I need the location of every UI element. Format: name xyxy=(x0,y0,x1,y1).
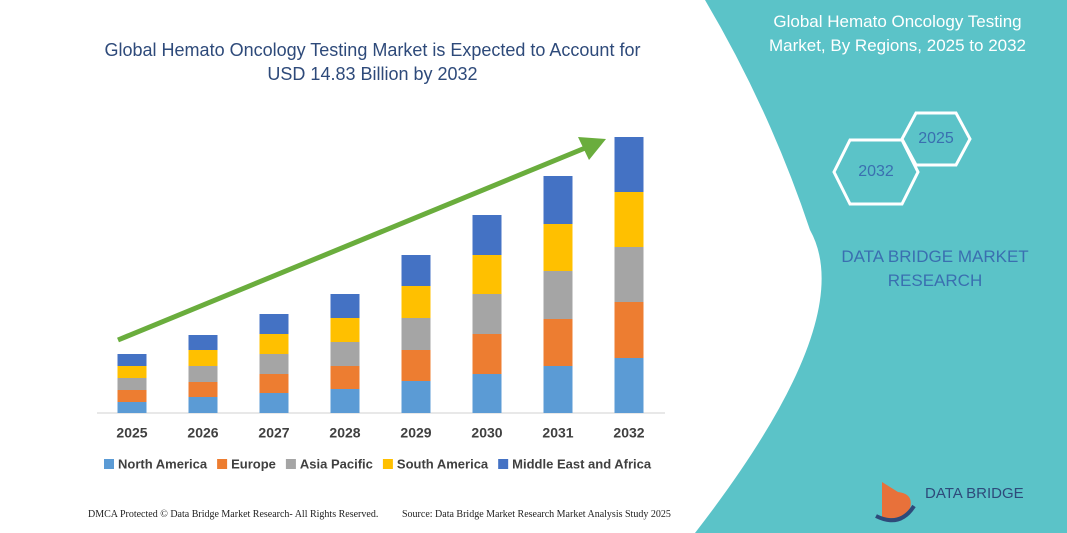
bar-segment xyxy=(401,350,431,381)
bar-segment xyxy=(259,354,289,374)
panel-title: Global Hemato Oncology Testing Market, B… xyxy=(768,12,1027,55)
legend-label: Europe xyxy=(231,456,276,471)
bar-segment xyxy=(614,358,644,413)
bar-segment xyxy=(330,342,360,366)
bar-segment xyxy=(614,137,644,192)
bar-segment xyxy=(259,334,289,354)
bar-segment xyxy=(330,318,360,342)
bar-segment xyxy=(543,271,573,319)
hex-label: 2025 xyxy=(918,130,954,147)
bar-segment xyxy=(543,319,573,366)
x-tick-label: 2029 xyxy=(400,425,431,441)
bar-segment xyxy=(117,354,147,366)
bar-segment xyxy=(472,374,502,413)
bar-segment xyxy=(614,247,644,302)
bar-segment xyxy=(543,366,573,413)
bar-segment xyxy=(330,366,360,389)
bar-segment xyxy=(472,294,502,334)
bar-segment xyxy=(472,334,502,374)
chart-title: Global Hemato Oncology Testing Market is… xyxy=(104,40,641,84)
bar-segment xyxy=(401,255,431,286)
legend-swatch xyxy=(217,459,228,469)
bar-segment xyxy=(188,366,218,382)
bar-segment xyxy=(188,382,218,397)
bar-segment xyxy=(188,397,218,413)
footer-left: DMCA Protected © Data Bridge Market Rese… xyxy=(88,509,379,520)
bar-segment xyxy=(259,393,289,413)
hex-label: 2032 xyxy=(858,163,894,180)
bar-segment xyxy=(401,286,431,318)
hexagon xyxy=(900,111,972,167)
logo xyxy=(875,482,916,523)
legend-swatch xyxy=(104,459,114,469)
bar-segment xyxy=(614,302,644,358)
trend-arrow xyxy=(117,137,606,343)
bar-segment xyxy=(401,381,431,413)
legend-swatch xyxy=(498,459,509,469)
bar-segment xyxy=(330,389,360,413)
x-tick-label: 2031 xyxy=(542,425,573,441)
bar-segment xyxy=(117,402,147,413)
x-tick-label: 2027 xyxy=(258,425,289,441)
bar-segment xyxy=(472,215,502,255)
side-panel xyxy=(695,0,1067,533)
bar-segment xyxy=(401,318,431,350)
bar-segment xyxy=(614,192,644,247)
bar-segment xyxy=(259,374,289,393)
brand: DATA BRIDGE MARKET RESEARCH xyxy=(841,247,1029,290)
legend-swatch xyxy=(285,459,296,469)
bar-segment xyxy=(543,224,573,271)
bar-segment xyxy=(188,335,218,350)
bar-segment xyxy=(188,350,218,366)
logo-text: DATA BRIDGE xyxy=(925,485,1024,502)
x-tick-label: 2030 xyxy=(471,425,502,441)
x-tick-label: 2026 xyxy=(187,425,218,441)
bar-segment xyxy=(259,314,289,334)
legend-swatch xyxy=(382,459,393,469)
bar-segment xyxy=(330,294,360,318)
footer-right: Source: Data Bridge Market Research Mark… xyxy=(402,509,671,520)
bar-segment xyxy=(543,176,573,224)
x-tick-label: 2025 xyxy=(116,425,147,441)
bar-segment xyxy=(117,390,147,402)
legend-label: Middle East and Africa xyxy=(512,456,652,471)
x-tick-label: 2028 xyxy=(329,425,360,441)
legend-label: North America xyxy=(118,456,208,471)
bar-segment xyxy=(472,255,502,294)
legend-label: Asia Pacific xyxy=(300,456,373,471)
bar-segment xyxy=(117,378,147,390)
legend-label: South America xyxy=(397,456,489,471)
x-tick-label: 2032 xyxy=(613,425,644,441)
bar-segment xyxy=(117,366,147,378)
